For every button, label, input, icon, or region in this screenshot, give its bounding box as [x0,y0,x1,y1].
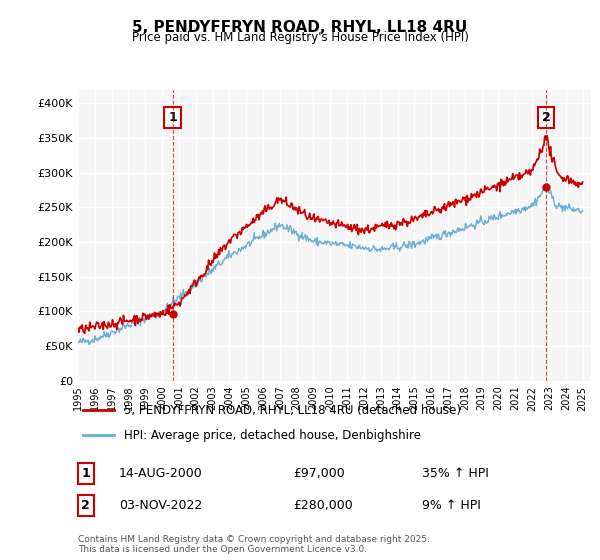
Text: 1: 1 [168,111,177,124]
Text: 35% ↑ HPI: 35% ↑ HPI [422,467,488,480]
Text: 14-AUG-2000: 14-AUG-2000 [119,467,203,480]
Text: 2: 2 [542,111,551,124]
Text: 5, PENDYFFRYN ROAD, RHYL, LL18 4RU: 5, PENDYFFRYN ROAD, RHYL, LL18 4RU [133,20,467,35]
Text: £280,000: £280,000 [293,499,353,512]
Text: 5, PENDYFFRYN ROAD, RHYL, LL18 4RU (detached house): 5, PENDYFFRYN ROAD, RHYL, LL18 4RU (deta… [124,404,461,417]
Text: Price paid vs. HM Land Registry's House Price Index (HPI): Price paid vs. HM Land Registry's House … [131,31,469,44]
Text: 9% ↑ HPI: 9% ↑ HPI [422,499,481,512]
Text: HPI: Average price, detached house, Denbighshire: HPI: Average price, detached house, Denb… [124,428,421,442]
Text: 2: 2 [82,499,90,512]
Text: 03-NOV-2022: 03-NOV-2022 [119,499,202,512]
Text: 1: 1 [82,467,90,480]
Text: Contains HM Land Registry data © Crown copyright and database right 2025.
This d: Contains HM Land Registry data © Crown c… [78,535,430,554]
Text: £97,000: £97,000 [293,467,345,480]
